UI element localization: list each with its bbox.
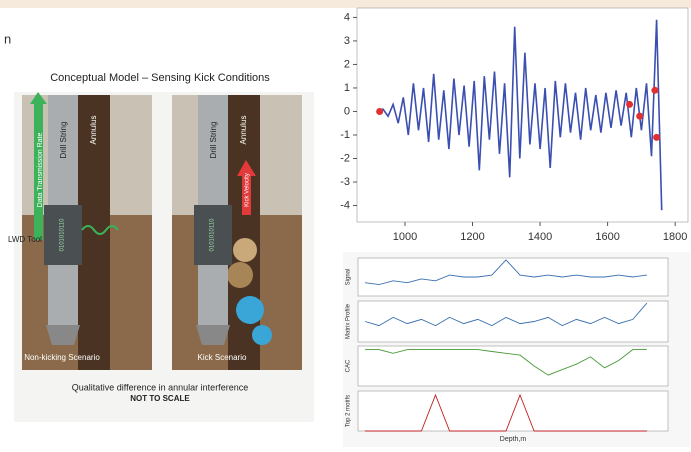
- cuttings: [227, 262, 253, 288]
- plot-frame: [357, 390, 669, 432]
- label: Data Transmission Rate: [37, 133, 44, 208]
- kick-arrow-head: [237, 160, 256, 176]
- line: [365, 349, 647, 376]
- line: [364, 302, 648, 327]
- label: Kick Velocity: [245, 173, 251, 207]
- y-tick-label: 1: [344, 82, 350, 94]
- x-tick-label: 1800: [663, 231, 687, 243]
- line: [364, 259, 647, 286]
- label: 0101010110: [60, 218, 66, 252]
- label: Non-kicking Scenario: [24, 353, 100, 362]
- rate-arrow: [34, 100, 43, 240]
- rate-arrow-head: [30, 92, 47, 104]
- top-strip: [0, 0, 691, 8]
- label: 0101010110: [210, 218, 216, 252]
- y-tick-label: 4: [344, 11, 350, 23]
- y-tick-label: -4: [340, 199, 350, 211]
- drill-bit: [196, 325, 230, 345]
- diagram-title: Conceptual Model – Sensing Kick Conditio…: [50, 72, 270, 84]
- y-tick-label: 0: [344, 105, 350, 117]
- wave: [81, 225, 119, 235]
- plot-frame: [357, 257, 669, 297]
- point: [653, 133, 661, 141]
- y-axis-label: Matrix Profile: [346, 303, 352, 339]
- kick-arrow: [242, 175, 251, 215]
- x-axis-label: Depth,m: [500, 436, 527, 443]
- point: [636, 112, 644, 120]
- caption: Qualitative difference in annular interf…: [72, 382, 248, 392]
- x-tick-label: 1600: [595, 231, 619, 243]
- plot-frame: [357, 300, 669, 343]
- point: [626, 100, 634, 108]
- label: Drill String: [209, 122, 218, 159]
- y-tick-label: -3: [340, 176, 350, 188]
- line: [365, 393, 647, 432]
- annulus: [228, 95, 260, 370]
- point: [651, 86, 659, 94]
- label: Drill String: [59, 122, 68, 159]
- drill-bit: [46, 325, 80, 345]
- x-tick-label: 1200: [460, 231, 484, 243]
- cuttings: [233, 238, 257, 262]
- influx: [252, 325, 272, 345]
- y-tick-label: 2: [344, 58, 350, 70]
- influx: [236, 296, 264, 324]
- header-fragment: n: [4, 31, 11, 46]
- x-tick-label: 1400: [528, 231, 552, 243]
- point: [376, 107, 384, 115]
- left-diagram: Conceptual Model – Sensing Kick Conditio…: [8, 72, 314, 422]
- y-axis-label: Top 2 motifs: [346, 395, 352, 427]
- y-axis-label: CAC: [346, 359, 352, 372]
- label: LWD Tool: [8, 235, 42, 244]
- y-tick-label: -1: [340, 129, 350, 141]
- label: Kick Scenario: [198, 353, 247, 362]
- lwd-tool: [194, 205, 232, 265]
- plot-frame: [357, 345, 669, 387]
- x-tick-label: 1000: [393, 231, 417, 243]
- lwd-tool: [44, 205, 82, 265]
- line: [377, 19, 663, 211]
- note: NOT TO SCALE: [130, 394, 190, 403]
- label: Annulus: [239, 116, 248, 145]
- y-tick-label: 3: [344, 35, 350, 47]
- y-tick-label: -2: [340, 152, 350, 164]
- label: Annulus: [89, 116, 98, 145]
- y-axis-label: Signal: [346, 269, 352, 286]
